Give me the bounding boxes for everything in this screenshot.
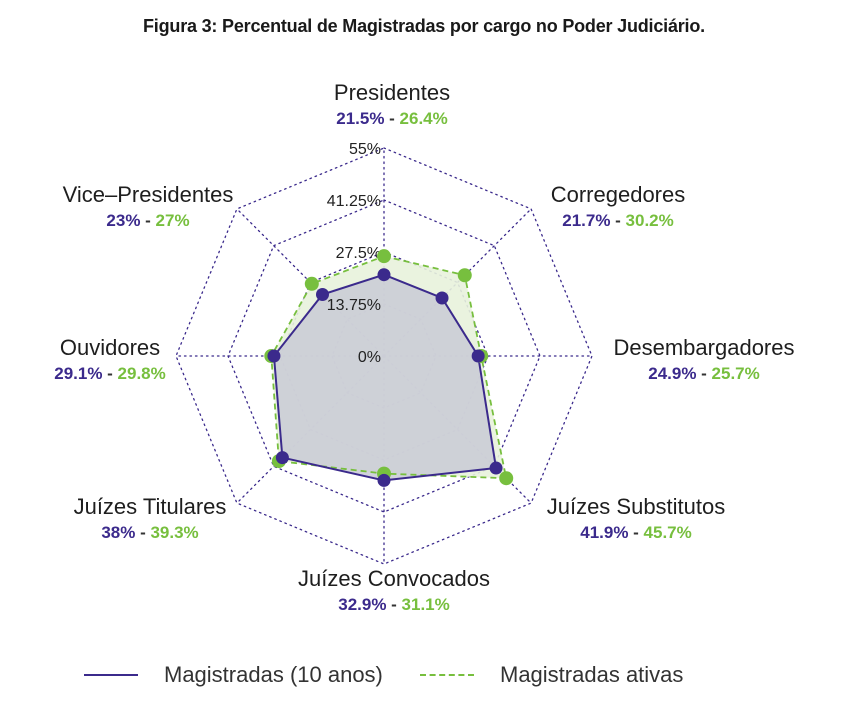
axis-label-group: Desembargadores 24.9% - 25.7% bbox=[614, 335, 795, 383]
value-10-anos: 32.9% bbox=[338, 595, 386, 614]
value-label: 32.9% - 31.1% bbox=[338, 595, 450, 614]
legend-dashed-line bbox=[420, 674, 474, 676]
point-10-anos-5 bbox=[275, 451, 289, 465]
point-10-anos-2 bbox=[471, 349, 485, 363]
category-label: Juízes Substitutos bbox=[547, 494, 726, 519]
tick-label: 13.75% bbox=[327, 297, 381, 314]
point-ativas-3 bbox=[499, 471, 514, 486]
value-separator: - bbox=[696, 364, 711, 383]
legend-item-10-anos: Magistradas (10 anos) bbox=[84, 662, 383, 688]
value-ativas: 31.1% bbox=[402, 595, 450, 614]
value-separator: - bbox=[102, 364, 117, 383]
value-separator: - bbox=[628, 523, 643, 542]
category-label: Desembargadores bbox=[614, 335, 795, 360]
point-10-anos-6 bbox=[267, 349, 281, 363]
value-10-anos: 29.1% bbox=[54, 364, 102, 383]
point-ativas-1 bbox=[457, 268, 472, 283]
category-label: Juízes Titulares bbox=[74, 494, 227, 519]
value-separator: - bbox=[610, 211, 625, 230]
chart-title: Figura 3: Percentual de Magistradas por … bbox=[143, 16, 705, 36]
category-label: Vice–Presidentes bbox=[63, 182, 234, 207]
value-ativas: 45.7% bbox=[644, 523, 692, 542]
point-ativas-0 bbox=[377, 249, 391, 264]
value-ativas: 30.2% bbox=[626, 211, 674, 230]
series-points bbox=[264, 249, 514, 487]
value-ativas: 27% bbox=[156, 211, 190, 230]
point-ativas-7 bbox=[304, 276, 319, 291]
legend-label-ativas: Magistradas ativas bbox=[500, 662, 684, 687]
value-label: 24.9% - 25.7% bbox=[648, 364, 760, 383]
legend-label-10-anos: Magistradas (10 anos) bbox=[164, 662, 383, 687]
series-polygons bbox=[270, 255, 508, 482]
value-separator: - bbox=[135, 523, 150, 542]
grid-ring bbox=[227, 199, 541, 513]
value-label: 41.9% - 45.7% bbox=[580, 523, 692, 542]
axis-label-group: Juízes Substitutos 41.9% - 45.7% bbox=[547, 494, 726, 542]
legend: Magistradas (10 anos) Magistradas ativas bbox=[0, 656, 848, 696]
value-separator: - bbox=[386, 595, 401, 614]
value-separator: - bbox=[140, 211, 155, 230]
tick-label: 41.25% bbox=[327, 193, 381, 210]
legend-item-ativas: Magistradas ativas bbox=[420, 662, 683, 688]
legend-solid-line bbox=[84, 674, 138, 676]
axis-label-group: Juízes Titulares 38% - 39.3% bbox=[74, 494, 227, 542]
category-label: Presidentes bbox=[334, 80, 450, 105]
category-label: Corregedores bbox=[551, 182, 686, 207]
category-label: Juízes Convocados bbox=[298, 566, 490, 591]
value-10-anos: 23% bbox=[106, 211, 140, 230]
point-10-anos-1 bbox=[435, 291, 449, 305]
axis-label-group: Vice–Presidentes 23% - 27% bbox=[63, 182, 234, 230]
value-label: 21.7% - 30.2% bbox=[562, 211, 674, 230]
value-10-anos: 41.9% bbox=[580, 523, 628, 542]
value-ativas: 26.4% bbox=[400, 109, 448, 128]
value-ativas: 25.7% bbox=[712, 364, 760, 383]
value-label: 23% - 27% bbox=[106, 211, 189, 230]
grid-ring bbox=[175, 147, 593, 565]
point-10-anos-4 bbox=[377, 473, 391, 487]
tick-labels: 0% 13.75% 27.5% 41.25% 55% bbox=[327, 141, 381, 366]
axis-label-group: Presidentes 21.5% - 26.4% bbox=[334, 80, 450, 128]
value-ativas: 29.8% bbox=[118, 364, 166, 383]
value-10-anos: 38% bbox=[101, 523, 135, 542]
value-label: 38% - 39.3% bbox=[101, 523, 198, 542]
axis-label-group: Ouvidores 29.1% - 29.8% bbox=[54, 335, 166, 383]
value-10-anos: 21.7% bbox=[562, 211, 610, 230]
tick-label: 0% bbox=[358, 349, 381, 366]
radar-chart: 0% 13.75% 27.5% 41.25% 55% Presidentes 21.5% … bbox=[54, 80, 794, 614]
tick-label: 55% bbox=[349, 141, 381, 158]
value-label: 29.1% - 29.8% bbox=[54, 364, 166, 383]
point-10-anos-0 bbox=[377, 268, 391, 282]
axis-label-group: Juízes Convocados 32.9% - 31.1% bbox=[298, 566, 490, 614]
value-separator: - bbox=[384, 109, 399, 128]
value-10-anos: 21.5% bbox=[336, 109, 384, 128]
value-label: 21.5% - 26.4% bbox=[336, 109, 448, 128]
series-area-10-anos bbox=[273, 274, 497, 481]
category-label: Ouvidores bbox=[60, 335, 160, 360]
tick-label: 27.5% bbox=[336, 245, 381, 262]
point-10-anos-7 bbox=[315, 287, 329, 301]
category-labels: Presidentes 21.5% - 26.4% Corregedores 21.7… bbox=[54, 80, 794, 614]
point-10-anos-3 bbox=[489, 461, 503, 475]
value-10-anos: 24.9% bbox=[648, 364, 696, 383]
axis-label-group: Corregedores 21.7% - 30.2% bbox=[551, 182, 686, 230]
value-ativas: 39.3% bbox=[150, 523, 198, 542]
